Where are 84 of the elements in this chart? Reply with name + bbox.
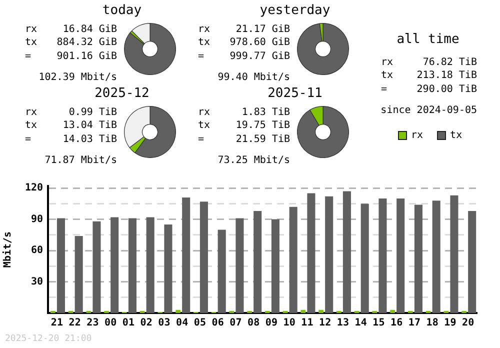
x-tick-label: 16 [390,318,403,329]
bar [300,310,306,313]
chart-title: 2025-11 [266,86,324,101]
bar [182,197,190,313]
bar [396,198,405,313]
text: = 901.16 GiB [25,51,117,62]
bar [128,218,136,313]
text: 102.39 Mbit/s [38,71,117,84]
bar [342,191,351,313]
x-tick-label: 21 [50,318,63,329]
bar [164,224,172,313]
x-tick-label: 05 [194,318,206,329]
bar [414,204,422,313]
x-tick-label: 00 [104,318,117,329]
text: tx 978.60 GiB [198,37,290,48]
text: tx 19.75 TiB [198,120,290,131]
legend-label: tx [449,130,462,141]
text: rx 0.99 TiB [25,107,117,118]
text: tx 213.18 TiB [381,70,477,81]
bar [307,193,316,313]
y-tick-label: 120 [24,182,43,194]
bar [468,210,476,313]
bar [92,221,101,313]
text: rx 76.82 TiB [381,57,477,68]
x-tick-label: 19 [444,318,456,329]
x-tick-label: 15 [372,318,385,329]
bar [271,219,280,313]
x-tick-label: 12 [319,318,332,329]
text: rx 16.84 GiB [25,24,117,35]
bar [450,195,458,313]
text: 73.25 Mbit/s [216,154,290,167]
x-tick-label: 03 [158,318,170,329]
bar [176,310,180,313]
x-tick-label: 10 [283,318,296,329]
x-tick-label: 06 [212,318,224,329]
y-tick-label: 90 [30,214,43,225]
text: all time [396,32,460,47]
bar [325,196,334,313]
chart-title: yesterday [258,3,332,18]
bar [74,236,83,313]
text: 99.40 Mbit/s [216,71,290,84]
bar [360,204,369,313]
x-tick-label: 09 [265,318,278,329]
text: = 21.59 TiB [198,134,290,145]
bar [146,217,154,313]
bar [56,218,65,313]
text: tx 13.04 TiB [25,120,117,131]
x-tick-label: 20 [462,318,474,329]
text: rx 1.83 TiB [198,107,290,118]
x-tick-label: 13 [336,318,349,329]
chart-title: 2025-12 [94,86,150,101]
chart-title: today [101,3,143,18]
text: since 2024-09-05 [380,104,477,117]
x-tick-label: 11 [301,318,314,329]
x-tick-label: 04 [176,318,188,329]
y-tick-label: 60 [30,245,43,256]
x-tick-label: 08 [248,318,260,329]
x-tick-label: 22 [68,318,81,329]
bar [200,202,208,313]
text: = 14.03 TiB [25,134,117,145]
legend-label: rx [410,130,424,141]
bar [289,206,298,313]
text: rx 21.17 GiB [198,24,290,35]
bar [218,230,226,313]
x-tick-label: 02 [140,318,152,329]
bar [236,218,244,313]
y-tick-label: 30 [30,276,43,288]
bar [390,310,395,313]
bar [432,200,440,313]
text: 71.87 Mbit/s [44,154,117,167]
bar [110,217,119,313]
x-tick-label: 23 [86,318,99,329]
text: = 290.00 TiB [381,84,477,95]
x-tick-label: 14 [354,318,367,329]
bar [378,198,387,313]
bar [254,210,262,313]
x-tick-label: 17 [408,318,420,329]
text: tx 884.32 GiB [25,37,117,48]
x-tick-label: 01 [122,318,134,329]
bar [318,310,324,313]
text: = 999.77 GiB [198,51,290,62]
y-axis-title: Mbit/s [2,231,14,268]
x-tick-label: 07 [230,318,242,329]
x-tick-label: 18 [426,318,438,329]
